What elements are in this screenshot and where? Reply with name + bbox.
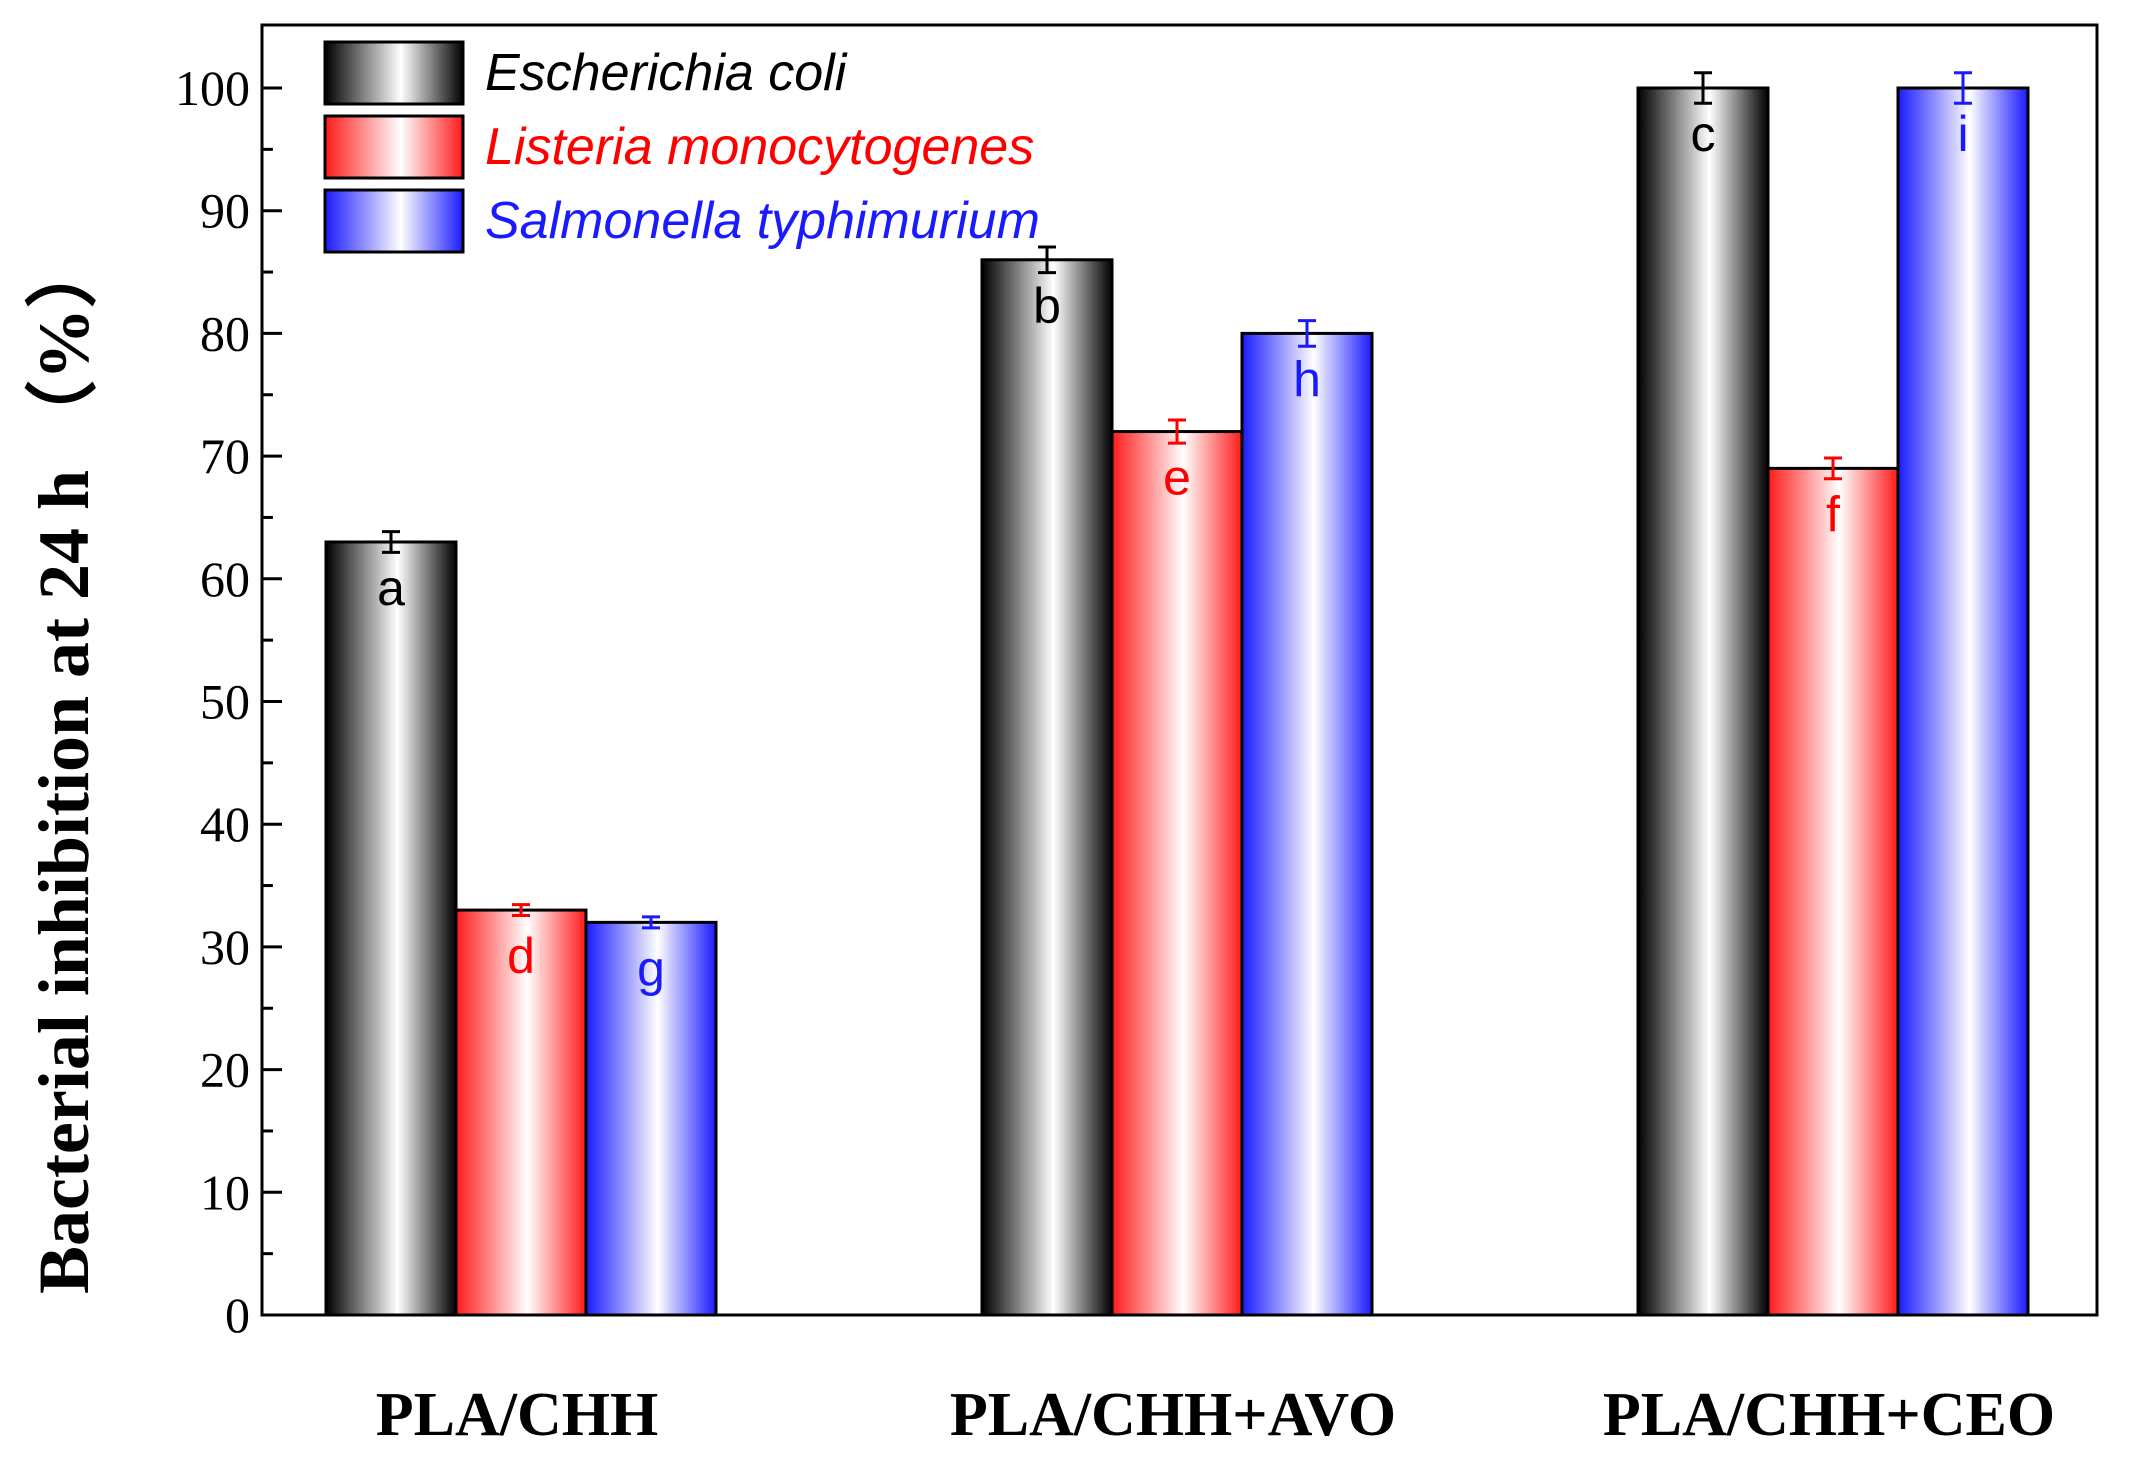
y-tick-label: 50 [200, 674, 250, 730]
error-bar [1298, 319, 1316, 348]
significance-label: d [507, 928, 535, 984]
y-axis: 0 10 20 30 40 50 60 70 80 90 100 [175, 60, 282, 1343]
y-tick-label: 90 [200, 183, 250, 239]
bars-layer: a d g b e h c f i [324, 71, 2030, 1317]
legend-label: Salmonella typhimurium [485, 192, 1040, 250]
significance-label: g [637, 940, 665, 996]
bar-0-0 [324, 540, 458, 1317]
error-bar [1168, 418, 1186, 445]
bar-1-0 [454, 908, 588, 1317]
significance-label: i [1957, 106, 1968, 162]
y-tick-label: 100 [175, 60, 250, 116]
y-tick-label: 0 [225, 1287, 250, 1343]
legend-label: Escherichia coli [485, 44, 848, 102]
y-tick-label: 10 [200, 1164, 250, 1220]
bar-1-1 [1110, 430, 1244, 1317]
legend-swatch [323, 188, 465, 254]
significance-label: c [1691, 106, 1716, 162]
error-bar [1954, 71, 1972, 105]
significance-label: e [1163, 450, 1191, 506]
bar-2-0 [584, 920, 718, 1317]
significance-label: f [1826, 486, 1840, 542]
error-bar [642, 915, 660, 930]
x-category-label: PLA/CHH [376, 1381, 658, 1449]
y-axis-title: Bacterial inhibition at 24 h （%） [24, 236, 104, 1294]
legend: Escherichia coli Listeria monocytogenes Sa… [323, 40, 1040, 254]
y-tick-label: 80 [200, 305, 250, 361]
error-bar [382, 530, 400, 554]
error-bar [1694, 71, 1712, 105]
bar-2-1 [1240, 331, 1374, 1317]
error-bar [512, 903, 530, 918]
y-tick-label: 30 [200, 919, 250, 975]
y-tick-label: 40 [200, 796, 250, 852]
error-bar [1824, 456, 1842, 481]
error-bar [1038, 245, 1056, 275]
significance-label: b [1033, 278, 1061, 334]
bar-2-2 [1896, 86, 2030, 1317]
y-tick-label: 70 [200, 428, 250, 484]
significance-label: h [1293, 351, 1321, 407]
legend-label: Listeria monocytogenes [485, 118, 1034, 176]
bar-1-2 [1766, 466, 1900, 1317]
x-category-label: PLA/CHH+AVO [950, 1381, 1396, 1449]
y-tick-label: 20 [200, 1042, 250, 1098]
x-axis: PLA/CHH PLA/CHH+AVO PLA/CHH+CEO [376, 1381, 2055, 1449]
legend-swatch [323, 114, 465, 180]
bar-0-1 [980, 258, 1114, 1317]
bar-0-2 [1636, 86, 1770, 1317]
legend-swatch [323, 40, 465, 106]
y-tick-label: 60 [200, 551, 250, 607]
x-category-label: PLA/CHH+CEO [1603, 1381, 2055, 1449]
significance-label: a [377, 560, 405, 616]
